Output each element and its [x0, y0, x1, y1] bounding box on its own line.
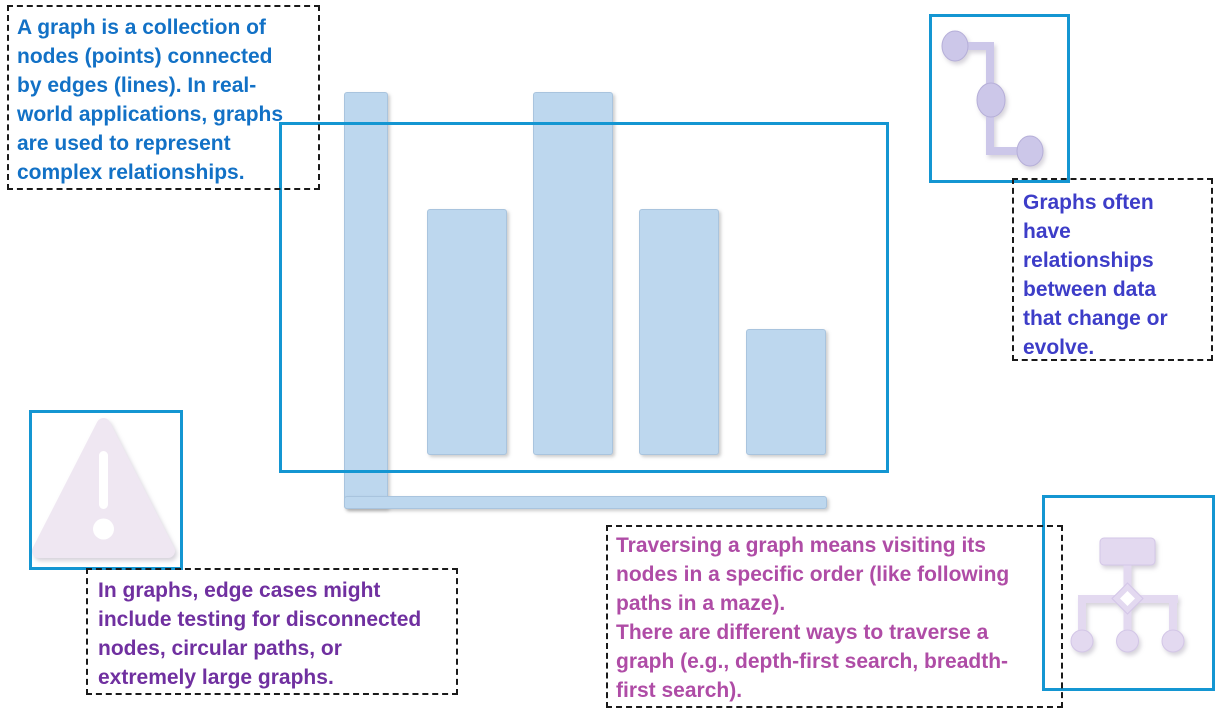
note-edge-cases-text: In graphs, edge cases might include test… [98, 579, 422, 689]
warning-triangle-icon [32, 418, 175, 558]
chart-highlight-rectangle [279, 122, 889, 473]
note-graph-definition: A graph is a collection of nodes (points… [7, 5, 320, 190]
note-edge-cases: In graphs, edge cases might include test… [86, 568, 458, 695]
flowchart-icon-box [1042, 495, 1215, 691]
warning-icon-box [29, 410, 183, 570]
chart-bar-2 [533, 92, 613, 455]
note-evolving-relationships-text: Graphs often have relationships between … [1023, 191, 1168, 359]
flowchart-hierarchy-icon [1070, 537, 1185, 653]
note-evolving-relationships: Graphs often have relationships between … [1012, 178, 1213, 361]
chart-bar-3 [639, 209, 719, 455]
note-traversal: Traversing a graph means visiting its no… [606, 525, 1063, 708]
chart-bar-4 [746, 329, 826, 455]
git-branch-nodes-icon [941, 30, 1044, 167]
chart-y-axis-bar [344, 92, 388, 509]
note-graph-definition-text: A graph is a collection of nodes (points… [17, 16, 284, 184]
note-traversal-text: Traversing a graph means visiting its no… [616, 534, 1010, 702]
chart-x-axis-bar [344, 496, 827, 509]
git-branch-icon-box [929, 14, 1070, 183]
chart-bar-1 [427, 209, 507, 455]
